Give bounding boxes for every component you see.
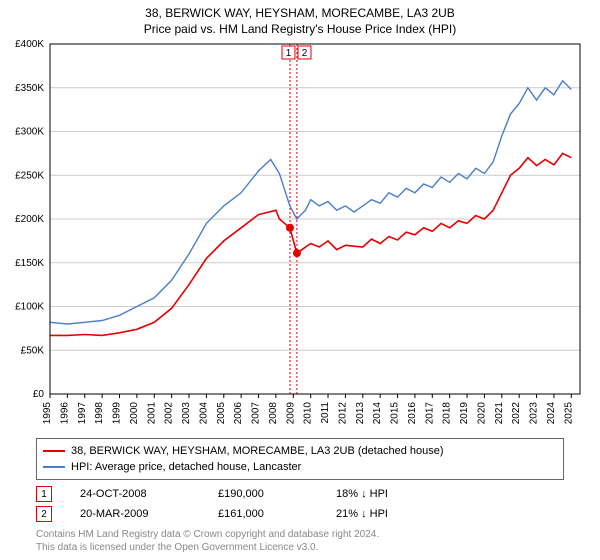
svg-text:2000: 2000 bbox=[129, 402, 140, 425]
svg-text:2023: 2023 bbox=[529, 402, 540, 425]
svg-text:£50K: £50K bbox=[21, 345, 45, 356]
svg-text:2021: 2021 bbox=[494, 402, 505, 425]
legend-label: 38, BERWICK WAY, HEYSHAM, MORECAMBE, LA3… bbox=[71, 445, 444, 457]
line-chart: £0 £50K £100K £150K £200K £250K £300K £350K £400… bbox=[0, 36, 600, 432]
svg-text:£200K: £200K bbox=[15, 214, 44, 225]
svg-text:2015: 2015 bbox=[390, 402, 401, 425]
sale-price: £190,000 bbox=[218, 488, 308, 500]
legend-swatch bbox=[43, 466, 65, 468]
svg-text:2007: 2007 bbox=[251, 402, 262, 425]
svg-text:£350K: £350K bbox=[15, 83, 44, 94]
svg-text:£0: £0 bbox=[33, 389, 45, 400]
legend: 38, BERWICK WAY, HEYSHAM, MORECAMBE, LA3… bbox=[36, 438, 564, 480]
sale-index-box: 2 bbox=[36, 506, 52, 522]
svg-text:1999: 1999 bbox=[112, 402, 123, 425]
svg-text:2010: 2010 bbox=[303, 402, 314, 425]
svg-text:2001: 2001 bbox=[146, 402, 157, 425]
svg-text:2018: 2018 bbox=[442, 402, 453, 425]
svg-text:2017: 2017 bbox=[424, 402, 435, 425]
legend-item: HPI: Average price, detached house, Lanc… bbox=[43, 459, 557, 475]
sale-date: 24-OCT-2008 bbox=[80, 488, 190, 500]
sale-delta: 21% ↓ HPI bbox=[336, 508, 388, 520]
svg-text:2016: 2016 bbox=[407, 402, 418, 425]
sale-price: £161,000 bbox=[218, 508, 308, 520]
svg-text:1998: 1998 bbox=[94, 402, 105, 425]
svg-text:1: 1 bbox=[286, 48, 292, 59]
svg-text:2019: 2019 bbox=[459, 402, 470, 425]
svg-text:£150K: £150K bbox=[15, 258, 44, 269]
svg-text:2012: 2012 bbox=[337, 402, 348, 425]
legend-swatch bbox=[43, 450, 65, 452]
svg-text:2013: 2013 bbox=[355, 402, 366, 425]
svg-text:£100K: £100K bbox=[15, 302, 44, 313]
title-line-1: 38, BERWICK WAY, HEYSHAM, MORECAMBE, LA3… bbox=[0, 6, 600, 20]
svg-text:2011: 2011 bbox=[320, 402, 331, 424]
sale-row: 1 24-OCT-2008 £190,000 18% ↓ HPI bbox=[36, 484, 564, 504]
svg-text:2: 2 bbox=[302, 48, 308, 59]
svg-text:£400K: £400K bbox=[15, 39, 44, 50]
svg-text:£250K: £250K bbox=[15, 170, 44, 181]
svg-text:1995: 1995 bbox=[42, 402, 53, 425]
svg-text:2005: 2005 bbox=[216, 402, 227, 425]
chart-titles: 38, BERWICK WAY, HEYSHAM, MORECAMBE, LA3… bbox=[0, 0, 600, 36]
footer-line-2: This data is licensed under the Open Gov… bbox=[36, 541, 564, 554]
svg-text:2025: 2025 bbox=[563, 402, 574, 425]
svg-text:2002: 2002 bbox=[164, 402, 175, 425]
svg-text:2014: 2014 bbox=[372, 402, 383, 425]
svg-text:2009: 2009 bbox=[285, 402, 296, 425]
legend-label: HPI: Average price, detached house, Lanc… bbox=[71, 461, 301, 473]
legend-item: 38, BERWICK WAY, HEYSHAM, MORECAMBE, LA3… bbox=[43, 443, 557, 459]
svg-text:2008: 2008 bbox=[268, 402, 279, 425]
svg-text:2006: 2006 bbox=[233, 402, 244, 425]
chart-area: £0 £50K £100K £150K £200K £250K £300K £350K £400… bbox=[0, 36, 600, 432]
svg-text:1996: 1996 bbox=[59, 402, 70, 425]
svg-text:2003: 2003 bbox=[181, 402, 192, 425]
sale-date: 20-MAR-2009 bbox=[80, 508, 190, 520]
svg-text:£300K: £300K bbox=[15, 127, 44, 138]
footer-line-1: Contains HM Land Registry data © Crown c… bbox=[36, 528, 564, 541]
title-line-2: Price paid vs. HM Land Registry's House … bbox=[0, 22, 600, 36]
svg-text:2022: 2022 bbox=[511, 402, 522, 425]
sale-delta: 18% ↓ HPI bbox=[336, 488, 388, 500]
svg-text:2024: 2024 bbox=[546, 402, 557, 425]
sale-index-box: 1 bbox=[36, 486, 52, 502]
svg-text:2020: 2020 bbox=[476, 402, 487, 425]
sale-row: 2 20-MAR-2009 £161,000 21% ↓ HPI bbox=[36, 504, 564, 524]
footer-attribution: Contains HM Land Registry data © Crown c… bbox=[36, 528, 564, 554]
svg-text:2004: 2004 bbox=[198, 402, 209, 425]
svg-text:1997: 1997 bbox=[77, 402, 88, 425]
sales-table: 1 24-OCT-2008 £190,000 18% ↓ HPI 2 20-MAR-200… bbox=[36, 484, 564, 524]
